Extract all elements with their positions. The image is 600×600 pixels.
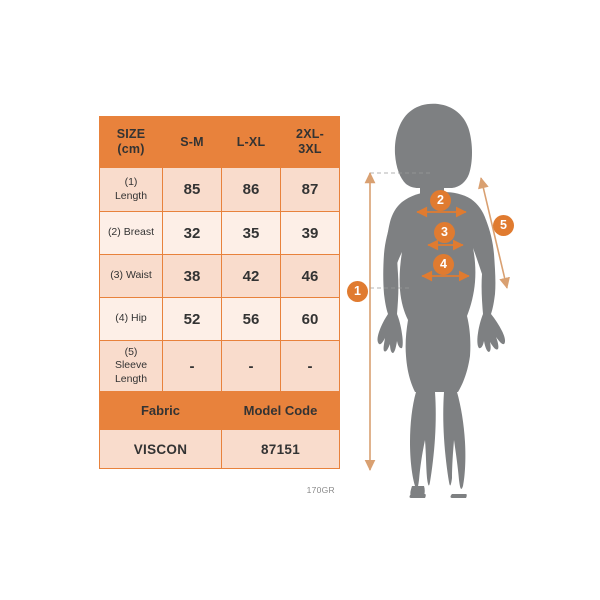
cell-model-code-value: 87151 [221,429,340,469]
header-col-2xl-3xl: 2XL- 3XL [280,116,340,168]
mannequin-svg [364,103,510,498]
measurement-marker-3: 3 [434,222,455,243]
table-row: (1) Length 85 86 87 [99,167,340,212]
header-model-code: Model Code [221,391,340,430]
row-label-sleeve-line1: (5) [124,346,138,359]
header-col3-line2: 3XL [298,142,322,156]
cell-length-l-xl: 86 [221,167,281,212]
row-label-waist: (3) Waist [99,254,163,298]
cell-fabric-value: VISCON [99,429,222,469]
measure-arrow-sleeve [478,177,510,289]
measurement-marker-1: 1 [347,281,368,302]
cell-length-s-m: 85 [162,167,222,212]
size-table: SIZE (cm) S-M L-XL 2XL- 3XL (1) Length [99,116,340,469]
table-header-row: SIZE (cm) S-M L-XL 2XL- 3XL [99,116,340,168]
measurement-marker-4: 4 [433,254,454,275]
cell-breast-l-xl: 35 [221,211,281,255]
table-row: (5) Sleeve Length - - - [99,340,340,392]
row-label-length: (1) Length [99,167,163,212]
header-col-l-xl: L-XL [221,116,281,168]
cell-sleeve-s-m: - [162,340,222,392]
fabric-header-row: Fabric Model Code [99,391,340,430]
table-row: (4) Hip 52 56 60 [99,297,340,341]
header-size-line2: (cm) [117,142,145,156]
cell-breast-2xl-3xl: 39 [280,211,340,255]
cell-waist-2xl-3xl: 46 [280,254,340,298]
header-size-cell: SIZE (cm) [99,116,163,168]
measurement-figure [340,88,570,508]
cell-hip-s-m: 52 [162,297,222,341]
row-label-sleeve-line3: Length [114,372,148,385]
table-row: (2) Breast 32 35 39 [99,211,340,255]
fabric-weight-note: 170GR [306,485,335,495]
fabric-value-row: VISCON 87151 [99,429,340,469]
guide-lines [370,172,432,289]
row-label-length-line1: (1) [124,176,138,189]
row-label-sleeve-length: (5) Sleeve Length [99,340,163,392]
cell-hip-2xl-3xl: 60 [280,297,340,341]
row-label-breast: (2) Breast [99,211,163,255]
header-col-s-m: S-M [162,116,222,168]
header-size-line1: SIZE [116,127,146,142]
measurement-marker-5: 5 [493,215,514,236]
row-label-length-line2: Length [114,189,148,202]
row-label-hip: (4) Hip [99,297,163,341]
cell-sleeve-2xl-3xl: - [280,340,340,392]
cell-waist-s-m: 38 [162,254,222,298]
measurement-marker-2: 2 [430,190,451,211]
header-col3-line1: 2XL- [296,127,324,142]
cell-waist-l-xl: 42 [221,254,281,298]
cell-hip-l-xl: 56 [221,297,281,341]
row-label-sleeve-line2: Sleeve [114,359,148,372]
size-table-container: SIZE (cm) S-M L-XL 2XL- 3XL (1) Length [99,116,340,469]
female-silhouette-icon [377,103,506,498]
table-row: (3) Waist 38 42 46 [99,254,340,298]
cell-sleeve-l-xl: - [221,340,281,392]
header-fabric: Fabric [99,391,222,430]
cell-breast-s-m: 32 [162,211,222,255]
cell-length-2xl-3xl: 87 [280,167,340,212]
